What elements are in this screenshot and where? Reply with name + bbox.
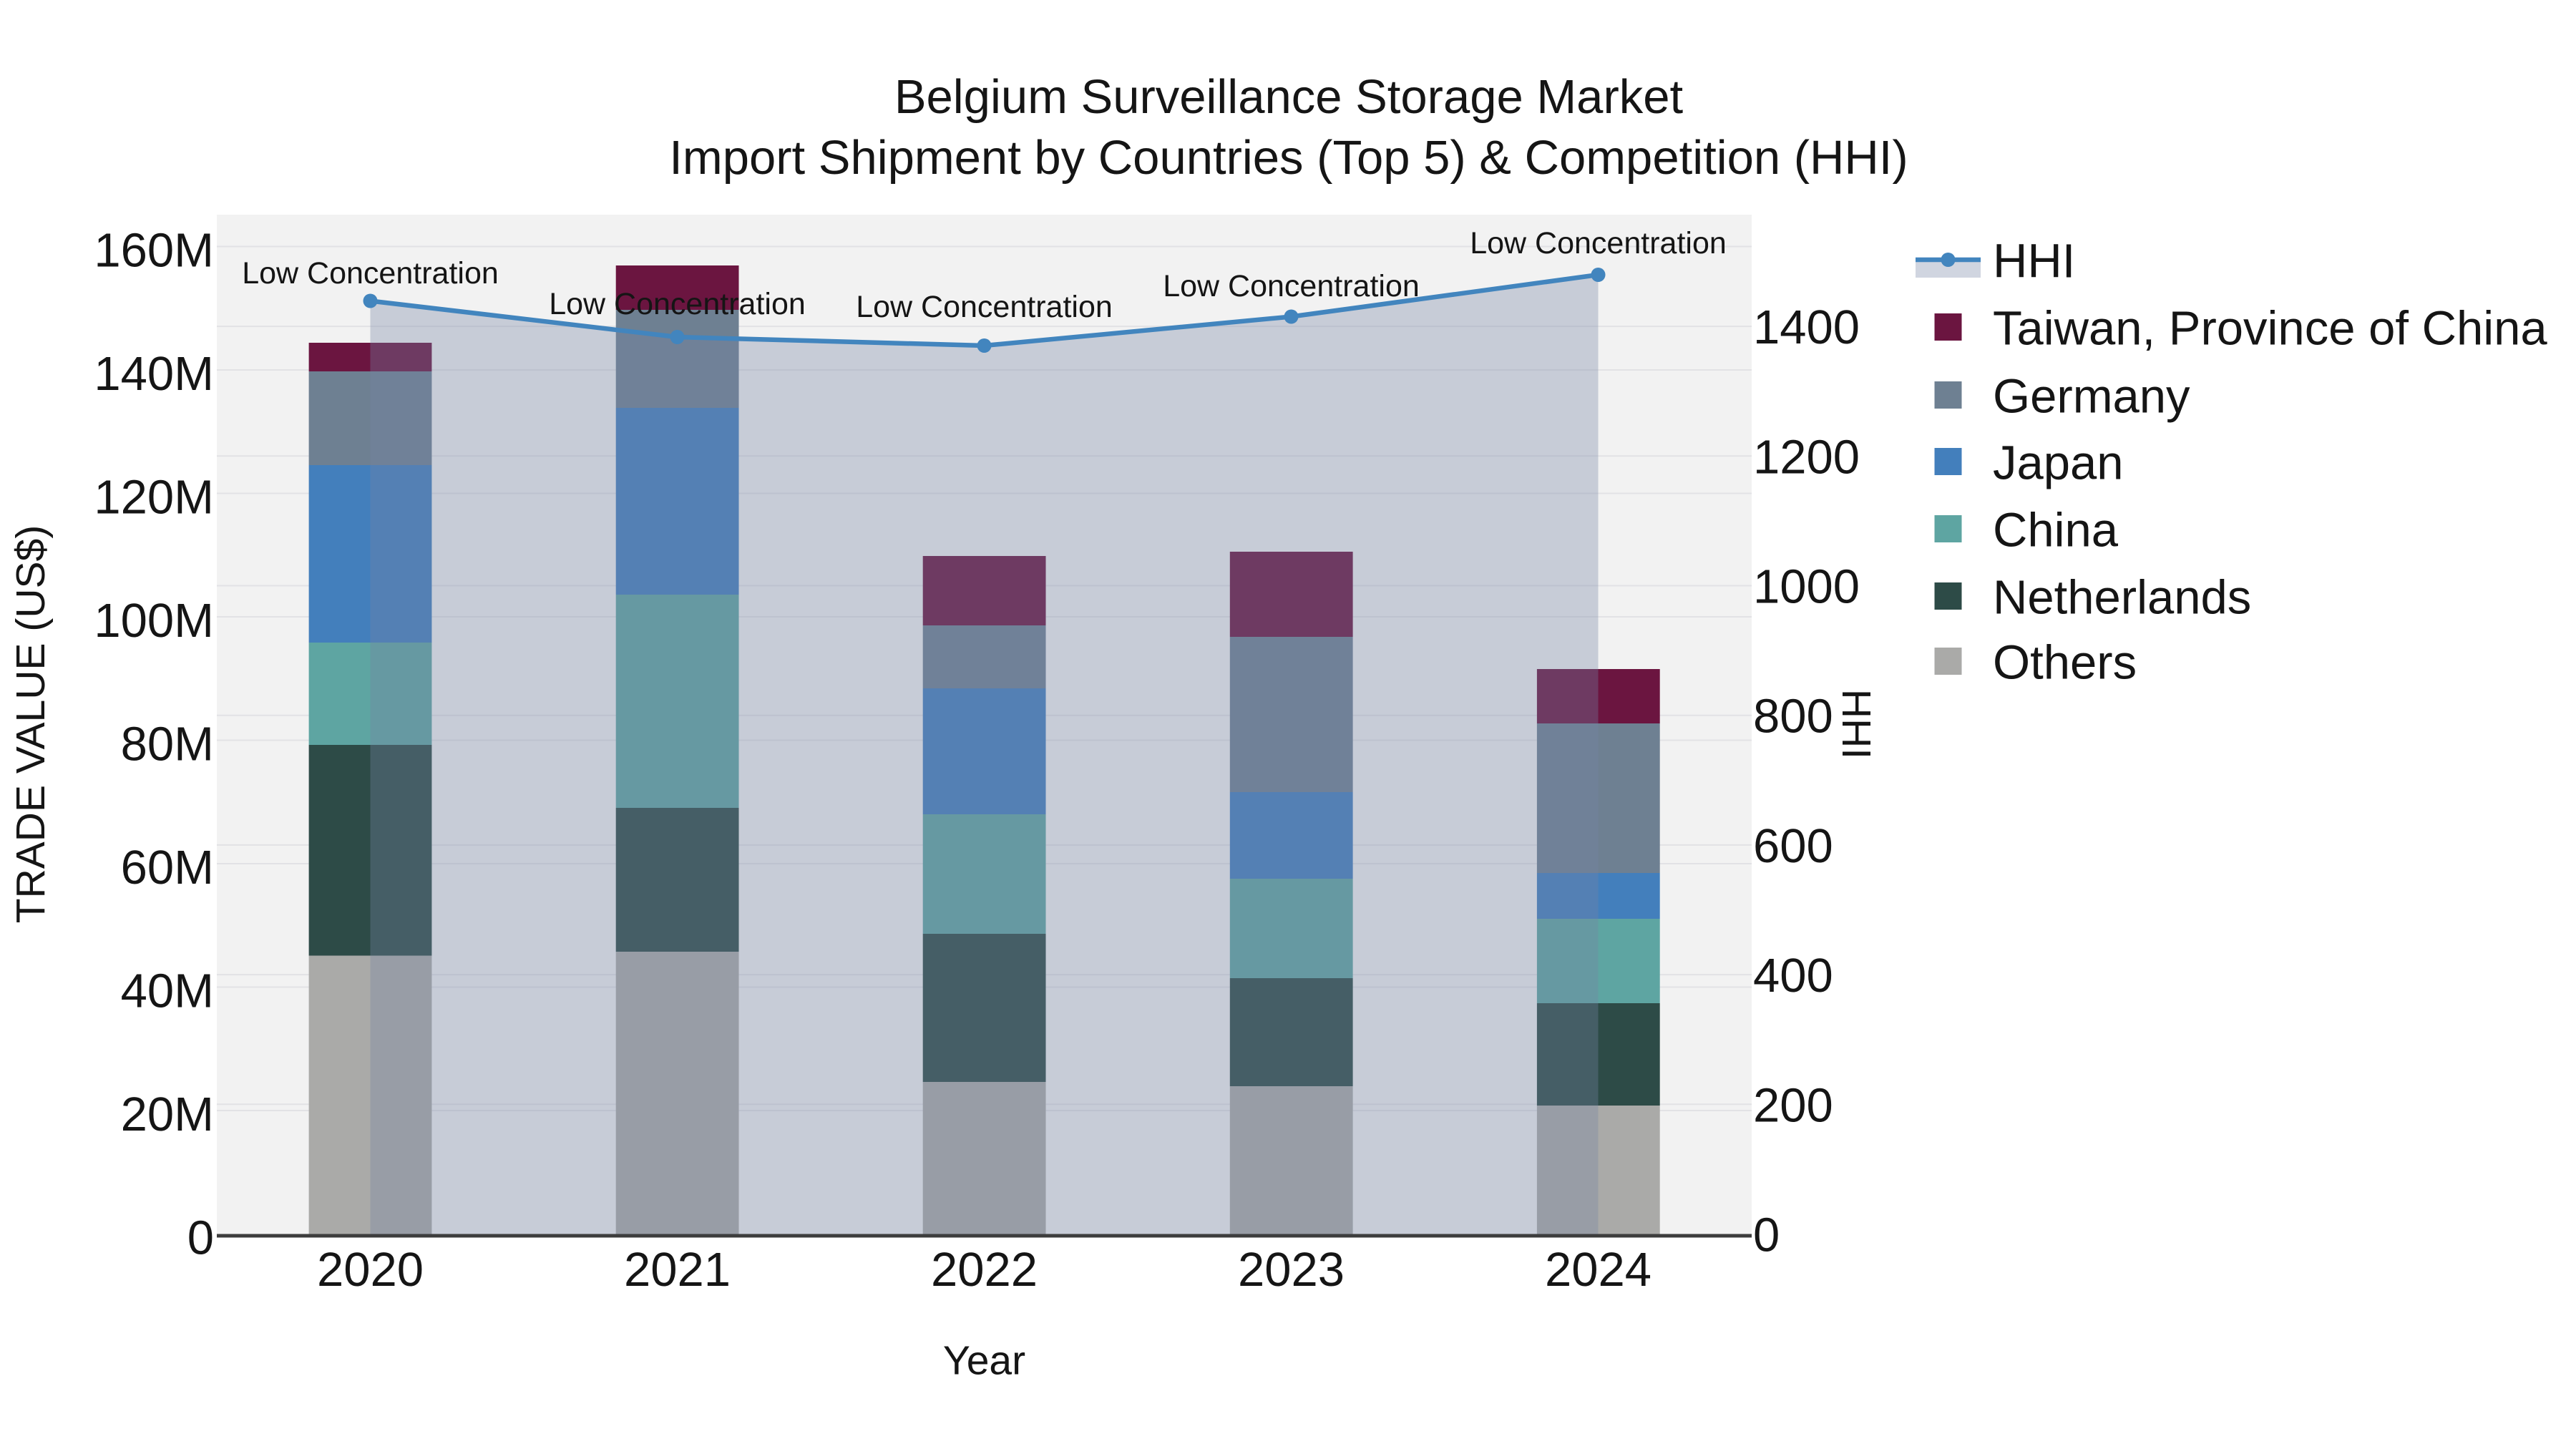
svg-text:160M: 160M (94, 224, 214, 278)
svg-text:0: 0 (1753, 1209, 1780, 1262)
svg-text:120M: 120M (94, 471, 214, 525)
svg-text:Netherlands: Netherlands (1993, 571, 2251, 625)
svg-text:Germany: Germany (1993, 370, 2190, 424)
svg-text:2024: 2024 (1545, 1243, 1652, 1297)
svg-text:Japan: Japan (1993, 436, 2124, 490)
svg-text:Belgium Surveillance Storage M: Belgium Surveillance Storage Market (894, 70, 1684, 124)
svg-text:2020: 2020 (317, 1243, 424, 1297)
svg-text:200: 200 (1753, 1078, 1833, 1132)
svg-text:Year: Year (943, 1338, 1025, 1384)
svg-text:20M: 20M (121, 1088, 214, 1141)
svg-text:1000: 1000 (1753, 560, 1860, 614)
svg-text:400: 400 (1753, 949, 1833, 1002)
svg-text:Low Concentration: Low Concentration (549, 287, 806, 321)
svg-text:Low Concentration: Low Concentration (856, 290, 1113, 324)
svg-text:Taiwan, Province of China: Taiwan, Province of China (1993, 302, 2547, 356)
svg-text:Low Concentration: Low Concentration (242, 256, 499, 291)
svg-text:2022: 2022 (931, 1243, 1038, 1297)
svg-text:2023: 2023 (1238, 1243, 1345, 1297)
svg-text:100M: 100M (94, 594, 214, 648)
svg-text:TRADE VALUE (US$): TRADE VALUE (US$) (8, 525, 54, 923)
svg-text:Import Shipment by Countries (: Import Shipment by Countries (Top 5) & C… (669, 131, 1908, 185)
svg-text:Others: Others (1993, 636, 2137, 690)
svg-text:2021: 2021 (624, 1243, 731, 1297)
svg-text:0: 0 (187, 1211, 214, 1265)
svg-text:1200: 1200 (1753, 430, 1860, 484)
svg-text:60M: 60M (121, 841, 214, 894)
svg-text:HHI: HHI (1993, 235, 2075, 288)
svg-text:140M: 140M (94, 347, 214, 401)
svg-text:40M: 40M (121, 965, 214, 1018)
svg-text:600: 600 (1753, 819, 1833, 873)
svg-text:Low Concentration: Low Concentration (1470, 226, 1727, 260)
svg-text:80M: 80M (121, 718, 214, 771)
svg-text:800: 800 (1753, 690, 1833, 743)
svg-text:China: China (1993, 504, 2119, 557)
svg-text:HHI: HHI (1833, 689, 1879, 759)
svg-text:Low Concentration: Low Concentration (1163, 269, 1420, 303)
svg-text:1400: 1400 (1753, 301, 1860, 354)
